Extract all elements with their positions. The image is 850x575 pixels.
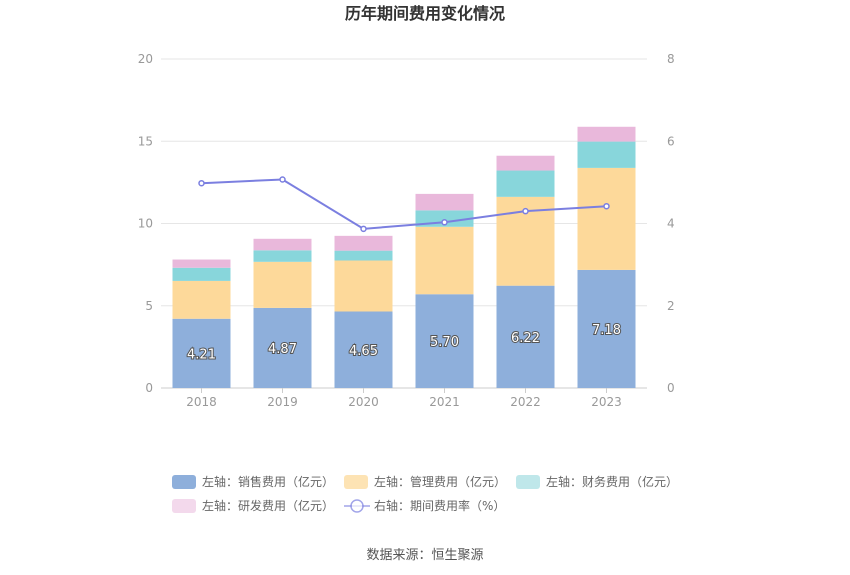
bar-segment	[253, 307, 312, 388]
bar-segment	[415, 193, 474, 211]
x-tick-label: 2018	[186, 395, 217, 409]
rate-line-point	[198, 179, 205, 187]
left-tick-label: 20	[138, 52, 153, 66]
legend-line-marker	[350, 499, 364, 513]
bar-segment	[172, 318, 231, 388]
bar-segment	[172, 259, 231, 268]
x-tick-label: 2021	[429, 395, 460, 409]
bar-segment	[415, 294, 474, 388]
x-tick-label: 2019	[267, 395, 298, 409]
left-tick-label: 15	[138, 134, 153, 148]
bar-segment	[253, 261, 312, 308]
legend-label: 左轴：研发费用（亿元）	[202, 498, 334, 513]
grid-lines	[161, 58, 647, 389]
legend-label: 左轴：管理费用（亿元）	[374, 474, 506, 489]
legend-swatch	[172, 475, 196, 489]
right-tick-label: 8	[667, 52, 675, 66]
bar-segment	[577, 269, 636, 388]
right-tick-label: 6	[667, 134, 675, 148]
x-tick-label: 2022	[510, 395, 541, 409]
bar-segment	[172, 280, 231, 319]
left-tick-label: 0	[145, 381, 153, 395]
rate-line-point	[522, 207, 529, 215]
bar-value-label: 7.18	[592, 323, 621, 338]
bar-value-label: 4.65	[349, 344, 378, 359]
rate-line-point	[603, 202, 610, 210]
data-source: 数据来源：恒生聚源	[366, 548, 483, 563]
bar-segment	[253, 250, 312, 262]
bar-value-label: 4.21	[187, 347, 216, 362]
left-tick-label: 5	[145, 299, 153, 313]
chart-title: 历年期间费用变化情况	[345, 4, 505, 23]
legend-label: 右轴：期间费用率（%）	[374, 498, 505, 513]
rate-line-point	[360, 225, 367, 233]
bar-segment	[334, 311, 393, 388]
legend-swatch	[516, 475, 540, 489]
bar-segment	[577, 167, 636, 270]
bar-segment	[334, 260, 393, 312]
x-axis-ticks: 2018 2019 2020 2021 2022 2023	[186, 388, 622, 409]
legend-label: 左轴：财务费用（亿元）	[546, 474, 678, 489]
bar-segment	[415, 226, 474, 295]
right-tick-label: 2	[667, 299, 675, 313]
bar-segment	[496, 155, 555, 171]
legend-swatch	[344, 475, 368, 489]
rate-line	[198, 176, 610, 233]
x-tick-label: 2023	[591, 395, 622, 409]
bar-value-label: 6.22	[511, 331, 540, 346]
bar-segment	[496, 170, 555, 197]
right-axis-ticks: 0 2 4 6 8	[667, 52, 675, 395]
bar-segment	[334, 250, 393, 261]
legend-swatch	[172, 499, 196, 513]
bar-segment	[172, 267, 231, 281]
bar-segment	[496, 285, 555, 388]
x-tick-label: 2020	[348, 395, 379, 409]
bar-segment	[577, 126, 636, 142]
right-tick-label: 4	[667, 217, 675, 231]
rate-line-point	[279, 176, 286, 183]
rate-line-path	[201, 178, 607, 230]
bar-labels: 4.21 4.87 4.65 5.70 6.22 7.18	[186, 322, 622, 363]
bar-value-label: 4.87	[268, 342, 297, 357]
bar-segment	[253, 238, 312, 251]
left-axis-ticks: 0 5 10 15 20	[138, 52, 153, 395]
bar-segment	[334, 235, 393, 251]
left-tick-label: 10	[138, 217, 153, 231]
legend-label: 左轴：销售费用（亿元）	[202, 474, 334, 489]
right-tick-label: 0	[667, 381, 675, 395]
bar-value-label: 5.70	[430, 335, 459, 350]
bars	[172, 126, 636, 388]
bar-segment	[577, 141, 636, 168]
rate-line-point	[441, 219, 448, 226]
legend: 左轴：销售费用（亿元） 左轴：管理费用（亿元） 左轴：财务费用（亿元） 左轴：研发费用…	[172, 474, 678, 513]
